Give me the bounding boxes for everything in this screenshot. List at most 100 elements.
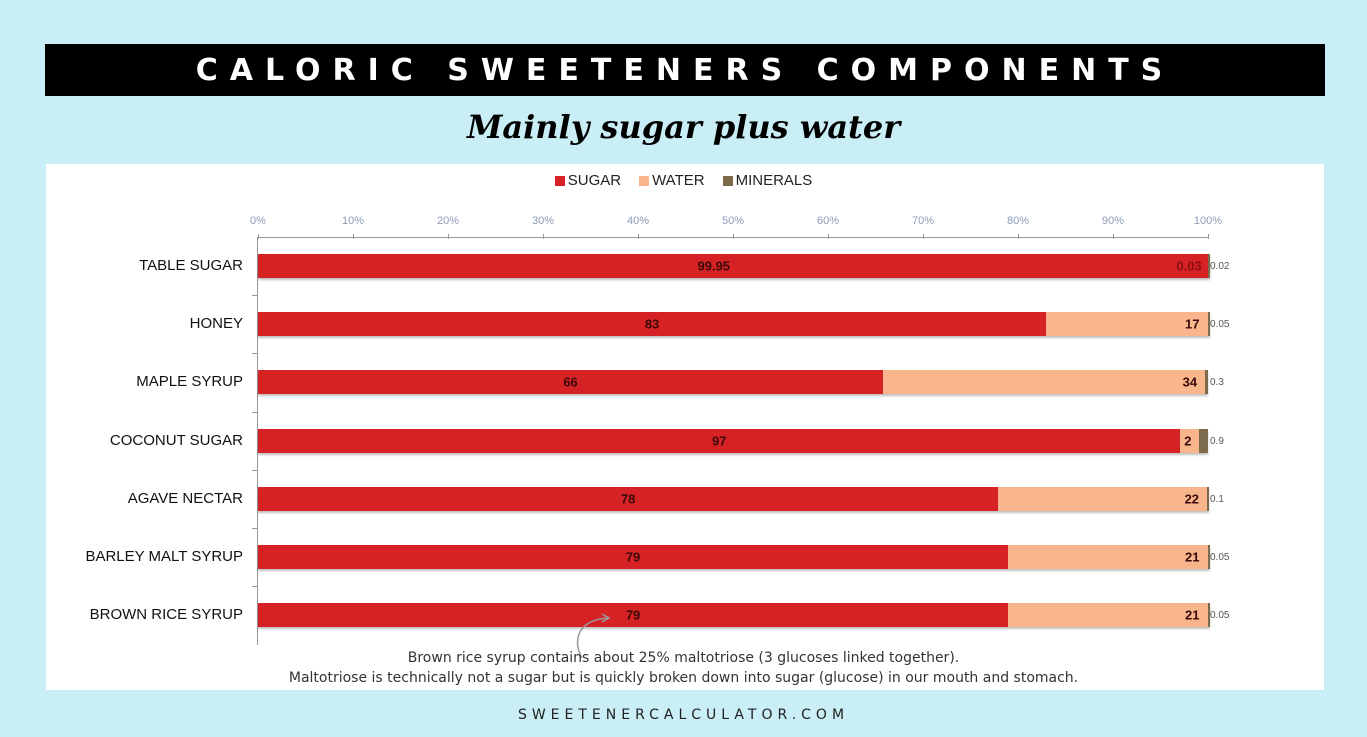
y-tick-mark <box>252 586 257 588</box>
legend-label: SUGAR <box>567 172 622 189</box>
legend-item-sugar: SUGAR <box>554 172 622 189</box>
segment-value-label: 83 <box>644 316 660 332</box>
segment-value-label: 21 <box>1185 607 1200 623</box>
stacked-bar: 79 21 <box>258 603 1210 628</box>
segment-value-label: 21 <box>1185 549 1200 565</box>
legend-label: MINERALS <box>735 172 813 189</box>
bar-segment-minerals <box>1207 486 1210 511</box>
bar-segment-sugar: 97 <box>258 428 1181 453</box>
category-label: BROWN RICE SYRUP <box>89 606 243 624</box>
x-tick-mark <box>448 234 449 239</box>
curved-arrow-icon <box>576 613 611 659</box>
bar-segment-minerals <box>1207 603 1210 628</box>
x-tick-label: 70% <box>911 215 935 227</box>
x-tick-mark <box>733 234 734 239</box>
chart-panel <box>46 164 1324 690</box>
x-tick-label: 90% <box>1101 215 1125 227</box>
category-label: MAPLE SYRUP <box>136 373 243 391</box>
y-tick-mark <box>252 295 257 297</box>
bar-segment-sugar: 83 <box>258 312 1047 337</box>
stacked-bar: 83 17 <box>258 312 1210 337</box>
chart-title: CALORIC SWEETENERS COMPONENTS <box>45 44 1325 96</box>
legend-item-minerals: MINERALS <box>722 172 813 189</box>
bar-segment-water: 21 <box>1008 545 1208 569</box>
stacked-bar: 79 21 <box>258 545 1210 569</box>
note-line-1: Brown rice syrup contains about 25% malt… <box>407 650 960 666</box>
category-label: TABLE SUGAR <box>139 257 243 274</box>
bar-segment-water: 22 <box>998 486 1208 511</box>
site-footer: SWEETENERCALCULATOR.COM <box>517 707 850 723</box>
x-tick-mark <box>638 234 639 239</box>
segment-value-label: 17 <box>1185 316 1200 332</box>
bar-segment-sugar: 79 <box>258 545 1009 569</box>
x-tick-label: 30% <box>531 215 555 227</box>
bar-segment-minerals <box>1207 312 1210 337</box>
segment-value-label: 2 <box>1184 433 1192 449</box>
x-tick-label: 20% <box>436 215 460 227</box>
x-tick-mark <box>828 234 829 239</box>
x-tick-label: 60% <box>816 215 840 227</box>
stacked-bar: 97 2 <box>258 428 1208 453</box>
x-tick-mark <box>923 234 924 239</box>
segment-value-label: 99.95 <box>697 258 731 274</box>
category-label: BARLEY MALT SYRUP <box>85 548 243 565</box>
x-tick-label: 100% <box>1193 215 1223 227</box>
x-tick-label: 80% <box>1006 215 1030 227</box>
x-tick-mark <box>1208 234 1209 239</box>
bar-segment-minerals <box>1199 428 1208 453</box>
segment-value-label: 97 <box>711 433 727 449</box>
bar-segment-sugar: 79 <box>258 603 1009 628</box>
bar-segment-sugar: 66 <box>258 370 884 395</box>
stacked-bar: 99.95 0.03 <box>258 254 1210 278</box>
minerals-value-label: 0.05 <box>1210 610 1230 622</box>
x-tick-label: 0% <box>250 215 266 227</box>
x-tick-mark <box>1113 234 1114 239</box>
minerals-value-label: 0.9 <box>1210 435 1224 447</box>
legend-swatch-sugar <box>554 175 565 186</box>
segment-value-label: 79 <box>625 549 641 565</box>
segment-value-label: 79 <box>625 607 641 623</box>
category-label: AGAVE NECTAR <box>127 489 243 507</box>
y-axis-line <box>257 237 258 645</box>
segment-value-label: 22 <box>1184 491 1200 507</box>
x-tick-mark <box>353 234 354 239</box>
stacked-bar: 66 34 <box>258 370 1208 395</box>
y-tick-mark <box>252 353 257 355</box>
chart-subtitle: Mainly sugar plus water <box>466 108 901 146</box>
minerals-value-label: 0.02 <box>1210 261 1230 272</box>
x-tick-label: 10% <box>341 215 365 227</box>
legend: SUGAR WATER MINERALS <box>0 172 1367 189</box>
x-tick-mark <box>543 234 544 239</box>
x-tick-label: 40% <box>626 215 650 227</box>
bar-segment-water: 34 <box>883 370 1206 395</box>
bar-segment-water: 21 <box>1008 603 1208 628</box>
minerals-value-label: 0.3 <box>1210 377 1224 389</box>
bar-segment-minerals <box>1205 370 1208 395</box>
bar-segment-sugar: 78 <box>258 486 999 511</box>
x-tick-label: 50% <box>721 215 745 227</box>
bar-segment-minerals <box>1207 545 1210 569</box>
bar-segment-water: 17 <box>1046 312 1208 337</box>
legend-swatch-water <box>639 175 650 186</box>
legend-label: WATER <box>652 172 705 189</box>
bar-segment-water: 2 <box>1180 428 1200 453</box>
stacked-bar: 78 22 <box>258 486 1210 511</box>
y-tick-mark <box>252 528 257 529</box>
note-line-2: Maltotriose is technically not a sugar b… <box>288 670 1079 686</box>
minerals-value-label: 0.1 <box>1210 493 1224 505</box>
bar-segment-sugar: 99.95 <box>258 254 1208 278</box>
category-label: COCONUT SUGAR <box>109 431 243 449</box>
minerals-value-label: 0.05 <box>1210 552 1230 563</box>
x-tick-mark <box>258 234 259 239</box>
bar-segment-minerals <box>1207 254 1210 278</box>
y-tick-mark <box>252 411 257 413</box>
segment-value-label: 0.03 <box>1176 258 1202 274</box>
legend-item-water: WATER <box>639 172 705 189</box>
segment-value-label: 66 <box>563 374 578 390</box>
segment-value-label: 34 <box>1182 374 1198 390</box>
legend-swatch-minerals <box>722 175 733 186</box>
category-label: HONEY <box>189 315 243 333</box>
minerals-value-label: 0.05 <box>1210 319 1230 331</box>
x-tick-mark <box>1018 234 1019 239</box>
y-tick-mark <box>252 469 257 471</box>
